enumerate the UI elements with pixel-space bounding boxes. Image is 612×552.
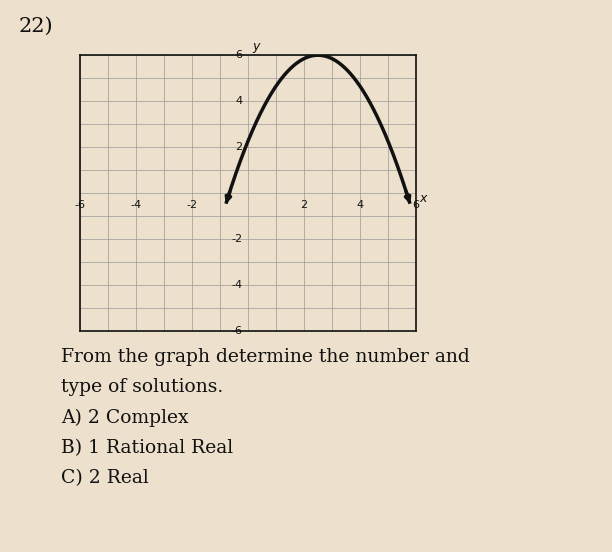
Text: A) 2 Complex: A) 2 Complex [61,408,189,427]
Text: -2: -2 [231,234,242,244]
Text: -4: -4 [231,280,242,290]
Text: From the graph determine the number and: From the graph determine the number and [61,348,470,366]
Text: -6: -6 [231,326,242,336]
Text: -6: -6 [74,200,85,210]
Text: 4: 4 [235,96,242,106]
Text: -2: -2 [186,200,197,210]
Text: B) 1 Rational Real: B) 1 Rational Real [61,439,233,457]
Text: x: x [419,193,427,205]
Text: C) 2 Real: C) 2 Real [61,469,149,487]
Text: 22): 22) [18,17,53,35]
Text: 2: 2 [300,200,307,210]
Text: type of solutions.: type of solutions. [61,378,223,396]
Text: 4: 4 [357,200,364,210]
Text: 2: 2 [235,142,242,152]
Text: y: y [252,40,259,53]
Text: 6: 6 [412,200,420,210]
Text: -4: -4 [130,200,141,210]
Text: 6: 6 [235,50,242,60]
